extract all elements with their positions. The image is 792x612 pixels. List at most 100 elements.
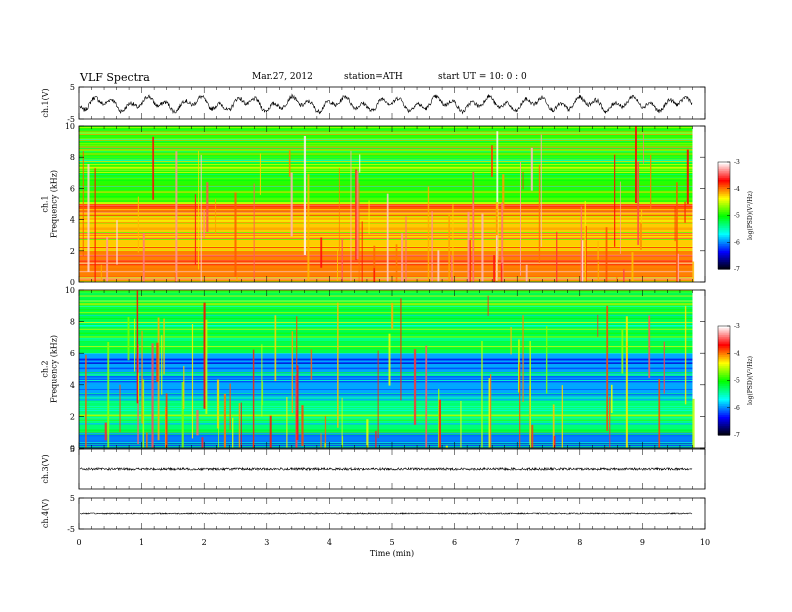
frequency-band: [79, 204, 693, 212]
frequency-line: [79, 443, 693, 445]
transient-streak: [137, 196, 140, 253]
transient-streak: [324, 416, 327, 448]
colorbar-cell: [718, 424, 730, 427]
colorbar-cell: [718, 342, 730, 345]
transient-streak: [361, 221, 363, 282]
transient-streak: [341, 238, 343, 282]
transient-streak: [252, 349, 255, 448]
x-tick-label: 6: [452, 538, 457, 547]
frequency-line: [79, 255, 693, 257]
transient-streak: [368, 200, 370, 234]
transient-streak: [445, 445, 448, 448]
frequency-line: [79, 239, 693, 240]
transient-streak: [639, 223, 642, 250]
frequency-line: [79, 390, 693, 392]
colorbar-cell: [718, 409, 730, 412]
frequency-line: [79, 130, 693, 132]
transient-streak: [240, 402, 242, 448]
transient-streak: [104, 422, 107, 441]
colorbar-cell: [718, 226, 730, 229]
transient-streak: [487, 295, 489, 316]
frequency-line: [79, 214, 693, 216]
transient-streak: [522, 171, 524, 190]
frequency-line: [79, 340, 693, 342]
frequency-line: [79, 277, 693, 279]
transient-streak: [359, 154, 361, 173]
frequency-line: [79, 235, 693, 236]
y-tick-label: -5: [67, 525, 75, 534]
transient-streak: [274, 315, 277, 382]
transient-streak: [531, 424, 534, 448]
frequency-line: [79, 321, 693, 322]
transient-streak: [107, 341, 110, 448]
transient-streak: [373, 268, 376, 282]
y-tick-label: 8: [70, 318, 75, 327]
colorbar-cell: [718, 213, 730, 217]
ch2-spectrogram-ylabel: ch.2Frequency (kHz): [41, 335, 59, 403]
transient-streak: [342, 436, 344, 448]
y-tick-label: 10: [65, 286, 75, 295]
frequency-line: [79, 174, 693, 176]
frequency-line: [79, 172, 693, 173]
transient-streak: [216, 379, 220, 429]
frequency-line: [79, 156, 693, 157]
frequency-line: [79, 164, 693, 165]
frequency-line: [79, 183, 693, 185]
frequency-line: [79, 191, 693, 193]
colorbar-cell: [718, 393, 730, 396]
colorbar-cell: [718, 185, 730, 188]
transient-streak: [324, 443, 326, 448]
transient-streak: [388, 333, 391, 386]
transient-streak: [468, 239, 471, 282]
transient-streak: [215, 198, 217, 235]
colorbar-cell: [718, 415, 730, 418]
transient-streak: [467, 211, 470, 282]
colorbar-cell: [718, 382, 730, 385]
transient-streak: [142, 233, 145, 282]
frequency-line: [79, 186, 693, 187]
transient-streak: [203, 210, 205, 238]
colorbar-cell: [718, 211, 730, 215]
colorbar-cell: [718, 169, 730, 172]
colorbar-cell: [718, 186, 730, 190]
transient-streak: [684, 201, 686, 223]
frequency-line: [79, 423, 693, 424]
colorbar-cell: [718, 431, 730, 434]
transient-streak: [181, 381, 184, 448]
colorbar-cell: [718, 254, 730, 258]
colorbar-cell: [718, 411, 730, 414]
colorbar-cell: [718, 210, 730, 213]
y-tick-label: 0: [70, 444, 75, 453]
frequency-line: [79, 397, 693, 399]
frequency-line: [79, 415, 693, 416]
colorbar-cell: [718, 227, 730, 231]
frequency-line: [79, 235, 693, 237]
transient-streak: [296, 316, 298, 371]
colorbar-cell: [718, 385, 730, 389]
transient-streak: [692, 261, 695, 282]
colorbar-cell: [718, 267, 730, 270]
colorbar-cell: [718, 333, 730, 336]
frequency-line: [79, 318, 693, 319]
colorbar-cell: [718, 358, 730, 362]
colorbar-cell: [718, 338, 730, 342]
colorbar-cell: [718, 369, 730, 373]
frequency-line: [79, 276, 693, 278]
y-tick-label: -5: [67, 115, 75, 124]
frequency-line: [79, 246, 693, 248]
transient-streak: [637, 161, 640, 245]
frequency-line: [79, 291, 693, 293]
ch2-spectrogram-colorbar: -3 -4 -5 -6 -7 log(PSD)(V²/Hz): [717, 323, 754, 439]
y-tick-label: 0: [70, 278, 75, 287]
colorbar-cell: [718, 395, 730, 398]
colorbar-cell: [718, 362, 730, 365]
frequency-line: [79, 218, 693, 220]
frequency-line: [79, 201, 693, 203]
colorbar-tick-label: -5: [734, 378, 740, 385]
colorbar-label: log(PSD)(V²/Hz): [747, 356, 754, 405]
transient-streak: [448, 214, 450, 282]
colorbar-cell: [718, 170, 730, 174]
colorbar-cell: [718, 265, 730, 268]
frequency-line: [79, 367, 693, 369]
